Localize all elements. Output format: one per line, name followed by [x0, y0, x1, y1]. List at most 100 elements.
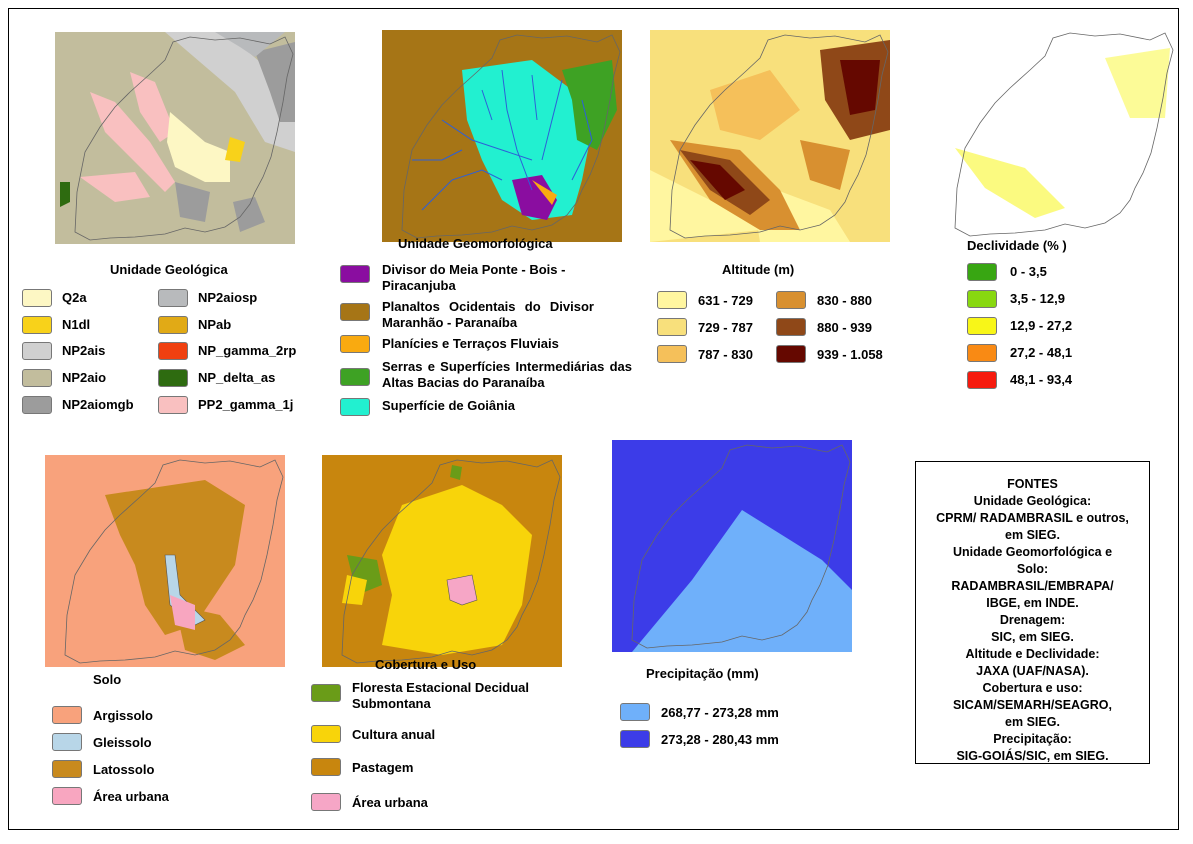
legend-swatch [776, 345, 806, 363]
sources-line: Cobertura e uso: [982, 681, 1083, 695]
legend-label: NPab [198, 317, 232, 332]
legend-swatch [311, 725, 341, 743]
legend-swatch [52, 787, 82, 805]
legend-swatch [311, 684, 341, 702]
legend-swatch [340, 335, 370, 353]
sources-line: JAXA (UAF/NASA). [976, 664, 1089, 678]
legend-swatch [657, 318, 687, 336]
soil-legend-title: Solo [93, 672, 122, 687]
legend-label: Planícies e Terraços Fluviais [382, 336, 559, 351]
legend-swatch [52, 760, 82, 778]
legend-label: 939 - 1.058 [817, 347, 883, 362]
sources-box: FONTES Unidade Geológica: CPRM/ RADAMBRA… [915, 461, 1150, 764]
legend-label: 273,28 - 280,43 mm [661, 732, 779, 747]
geology-map [74, 36, 294, 241]
geomorphology-map [401, 34, 621, 239]
legend-label: Área urbana [93, 789, 169, 804]
legend-swatch [776, 291, 806, 309]
legend-label: N1dl [62, 317, 91, 332]
legend-label: 268,77 - 273,28 mm [661, 705, 779, 720]
sources-line: Solo: [1016, 562, 1049, 576]
legend-swatch [967, 290, 997, 308]
precipitation-map [631, 444, 851, 649]
soil-map [64, 459, 284, 664]
legend-swatch [22, 342, 52, 360]
sources-line: IBGE, em INDE. [986, 596, 1079, 610]
legend-swatch [22, 316, 52, 334]
legend-swatch [22, 289, 52, 307]
legend-label: 787 - 830 [698, 347, 753, 362]
legend-label: NP2aiomgb [62, 397, 134, 412]
map-frame [8, 8, 1179, 830]
legend-label: 27,2 - 48,1 [1010, 345, 1073, 360]
legend-label: 0 - 3,5 [1010, 264, 1047, 279]
legend-label: 830 - 880 [817, 293, 872, 308]
sources-line: em SIEG. [1005, 715, 1060, 729]
legend-swatch [158, 316, 188, 334]
legend-swatch [620, 703, 650, 721]
sources-line: Altitude e Declividade: [965, 647, 1100, 661]
sources-line: CPRM/ RADAMBRASIL e outros, [936, 511, 1129, 525]
legend-label: Serras e Superfícies Intermediárias das … [382, 359, 632, 390]
sources-line: FONTES [1007, 477, 1058, 491]
sources-line: Unidade Geológica: [973, 494, 1092, 508]
legend-label: 3,5 - 12,9 [1010, 291, 1065, 306]
legend-label: Área urbana [352, 795, 428, 810]
sources-line: Drenagem: [999, 613, 1066, 627]
legend-swatch [967, 371, 997, 389]
legend-swatch [340, 398, 370, 416]
slope-legend-title: Declividade (% ) [967, 238, 1067, 253]
legend-swatch [340, 265, 370, 283]
legend-swatch [967, 344, 997, 362]
legend-label: Gleissolo [93, 735, 152, 750]
legend-swatch [657, 291, 687, 309]
sources-line: Unidade Geomorfológica e [952, 545, 1113, 559]
legend-label: NP2aio [62, 370, 107, 385]
slope-map [954, 32, 1174, 237]
legend-swatch [776, 318, 806, 336]
legend-swatch [22, 369, 52, 387]
legend-swatch [52, 706, 82, 724]
altitude-legend-title: Altitude (m) [722, 262, 795, 277]
legend-label: Floresta Estacional Decidual Submontana [352, 680, 530, 711]
land-cover-legend-title: Cobertura e Uso [375, 657, 477, 672]
legend-label: 631 - 729 [698, 293, 753, 308]
legend-swatch [158, 369, 188, 387]
legend-label: Planaltos Ocidentais do Divisor Maranhão… [382, 299, 594, 330]
altitude-map [669, 34, 889, 239]
legend-swatch [967, 317, 997, 335]
sources-line: Precipitação: [993, 732, 1072, 746]
land-cover-map [341, 459, 561, 664]
legend-label: NP2ais [62, 343, 106, 358]
legend-swatch [52, 733, 82, 751]
sources-line: SICAM/SEMARH/SEAGRO, [952, 698, 1113, 712]
legend-swatch [158, 289, 188, 307]
legend-swatch [311, 793, 341, 811]
legend-swatch [657, 345, 687, 363]
legend-label: 12,9 - 27,2 [1010, 318, 1073, 333]
legend-label: Divisor do Meia Ponte - Bois - Piracanju… [382, 262, 566, 293]
legend-swatch [620, 730, 650, 748]
legend-label: Cultura anual [352, 727, 436, 742]
legend-label: 48,1 - 93,4 [1010, 372, 1073, 387]
sources-line: em SIEG. [1005, 528, 1060, 542]
legend-label: NP_gamma_2rp [198, 343, 297, 358]
legend-label: NP2aiosp [198, 290, 258, 305]
legend-label: Q2a [62, 290, 87, 305]
geology-legend-title: Unidade Geológica [110, 262, 228, 277]
legend-swatch [22, 396, 52, 414]
legend-label: Argissolo [93, 708, 153, 723]
legend-label: NP_delta_as [198, 370, 276, 385]
legend-label: Superfície de Goiânia [382, 398, 515, 413]
precipitation-legend-title: Precipitação (mm) [646, 666, 759, 681]
sources-line: SIG-GOIÁS/SIC, em SIEG. [956, 749, 1109, 763]
legend-label: 729 - 787 [698, 320, 753, 335]
legend-swatch [967, 263, 997, 281]
geomorphology-legend-title: Unidade Geomorfológica [398, 236, 553, 251]
legend-swatch [340, 368, 370, 386]
sources-line: SIC, em SIEG. [991, 630, 1074, 644]
legend-label: Pastagem [352, 760, 414, 775]
legend-swatch [340, 303, 370, 321]
sources-line: RADAMBRASIL/EMBRAPA/ [951, 579, 1114, 593]
legend-swatch [158, 396, 188, 414]
